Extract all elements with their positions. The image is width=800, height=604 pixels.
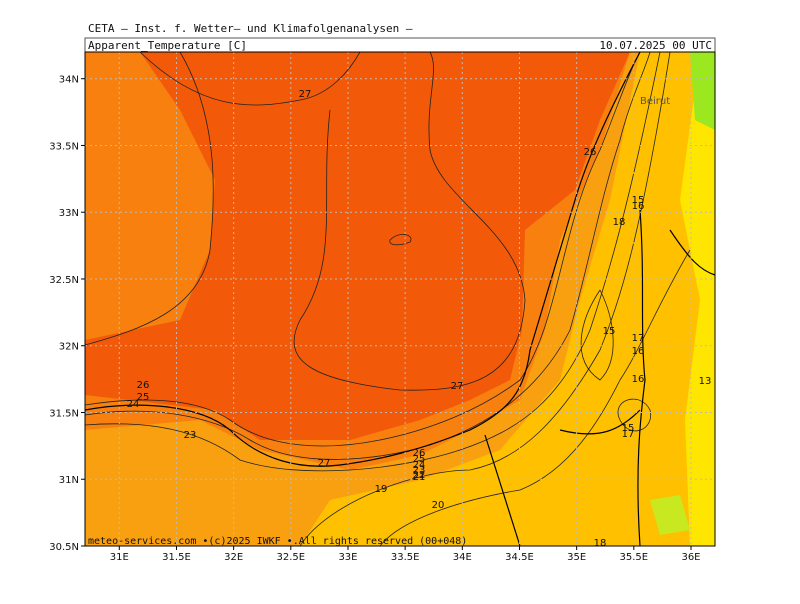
border [637, 209, 646, 547]
institute: CETA — Inst. f. Wetter— und Klimafolgena… [88, 22, 413, 35]
contour [84, 51, 661, 472]
contour-label: 23 [184, 430, 197, 441]
lat-tick-label: 32.5N [49, 275, 79, 286]
lon-tick-label: 33.5E [391, 552, 420, 563]
contour-label: 17 [632, 333, 645, 344]
lat-tick-label: 33.5N [49, 141, 79, 152]
lat-tick-label: 32N [59, 342, 79, 353]
contour [293, 51, 526, 391]
field-dark-orange [85, 52, 630, 440]
contour [389, 233, 412, 246]
variable: Apparent_Temperature [C] [88, 39, 247, 52]
coastline [84, 51, 641, 467]
contour-label: 22 [413, 470, 426, 481]
place-label: Beirut [640, 96, 670, 107]
contour-label: 18 [613, 217, 626, 228]
contour-label: 18 [594, 538, 607, 549]
lon-tick-label: 36E [681, 552, 700, 563]
contour-label: 16 [632, 346, 645, 357]
contour-label: 26 [413, 448, 426, 459]
lon-tick-label: 31E [110, 552, 129, 563]
contour-label: 20 [432, 500, 445, 511]
contour-label: 13 [699, 376, 712, 387]
valid-time: 10.07.2025 00 UTC [599, 39, 712, 52]
map-frame [84, 51, 716, 547]
contour-label: 23 [413, 465, 426, 476]
lon-tick-label: 35E [567, 552, 586, 563]
contour-label: 24 [127, 399, 140, 410]
field-yellow-orange [300, 52, 715, 546]
border [559, 229, 716, 435]
contour [84, 51, 214, 346]
contour-label: 27 [299, 89, 312, 100]
lon-tick-label: 31.5E [162, 552, 191, 563]
contour-label: 15 [622, 423, 635, 434]
lon-tick-label: 34.5E [505, 552, 534, 563]
lat-tick-label: 34N [59, 75, 79, 86]
lat-tick-label: 31N [59, 475, 79, 486]
contour-label: 26 [137, 380, 150, 391]
contour-label: 15 [603, 326, 616, 337]
contour-label: 26 [584, 147, 597, 158]
lat-tick-label: 30.5N [49, 542, 79, 553]
contour [139, 51, 361, 106]
contour-label: 24 [413, 460, 426, 471]
contour-label: 27 [318, 458, 331, 469]
contour-label: 16 [632, 374, 645, 385]
contour-label: 15 [632, 195, 645, 206]
lat-tick-label: 31.5N [49, 408, 79, 419]
contours [84, 51, 691, 547]
lon-tick-label: 32E [224, 552, 243, 563]
field-yellow [680, 52, 715, 546]
lon-tick-label: 32.5E [277, 552, 306, 563]
contour-label: 27 [451, 381, 464, 392]
lon-tick-label: 35.5E [620, 552, 649, 563]
footer: meteo-services.com •(c)2025 IWKF •.All r… [88, 536, 467, 547]
borders [84, 51, 716, 547]
contour [580, 289, 614, 381]
field-green-south [650, 495, 690, 535]
contour [84, 51, 641, 447]
lon-tick-label: 33E [338, 552, 357, 563]
contour-label: 16 [632, 201, 645, 212]
lon-tick-label: 34E [453, 552, 472, 563]
contour-label: 19 [375, 484, 388, 495]
field-green [690, 52, 715, 130]
contour-label: 21 [413, 472, 426, 483]
contour [299, 51, 671, 547]
border [484, 434, 521, 547]
contour-label: 25 [137, 392, 150, 403]
contour [379, 249, 691, 547]
lat-tick-label: 33N [59, 208, 79, 219]
contour-label: 25 [413, 454, 426, 465]
map-field [85, 52, 715, 546]
contour [617, 398, 652, 432]
contour-label: 17 [622, 429, 635, 440]
grid: 31E 31.5E 32E 32.5E 33E 33.5E 34E 34.5E 35E 35.5E… [49, 52, 715, 563]
